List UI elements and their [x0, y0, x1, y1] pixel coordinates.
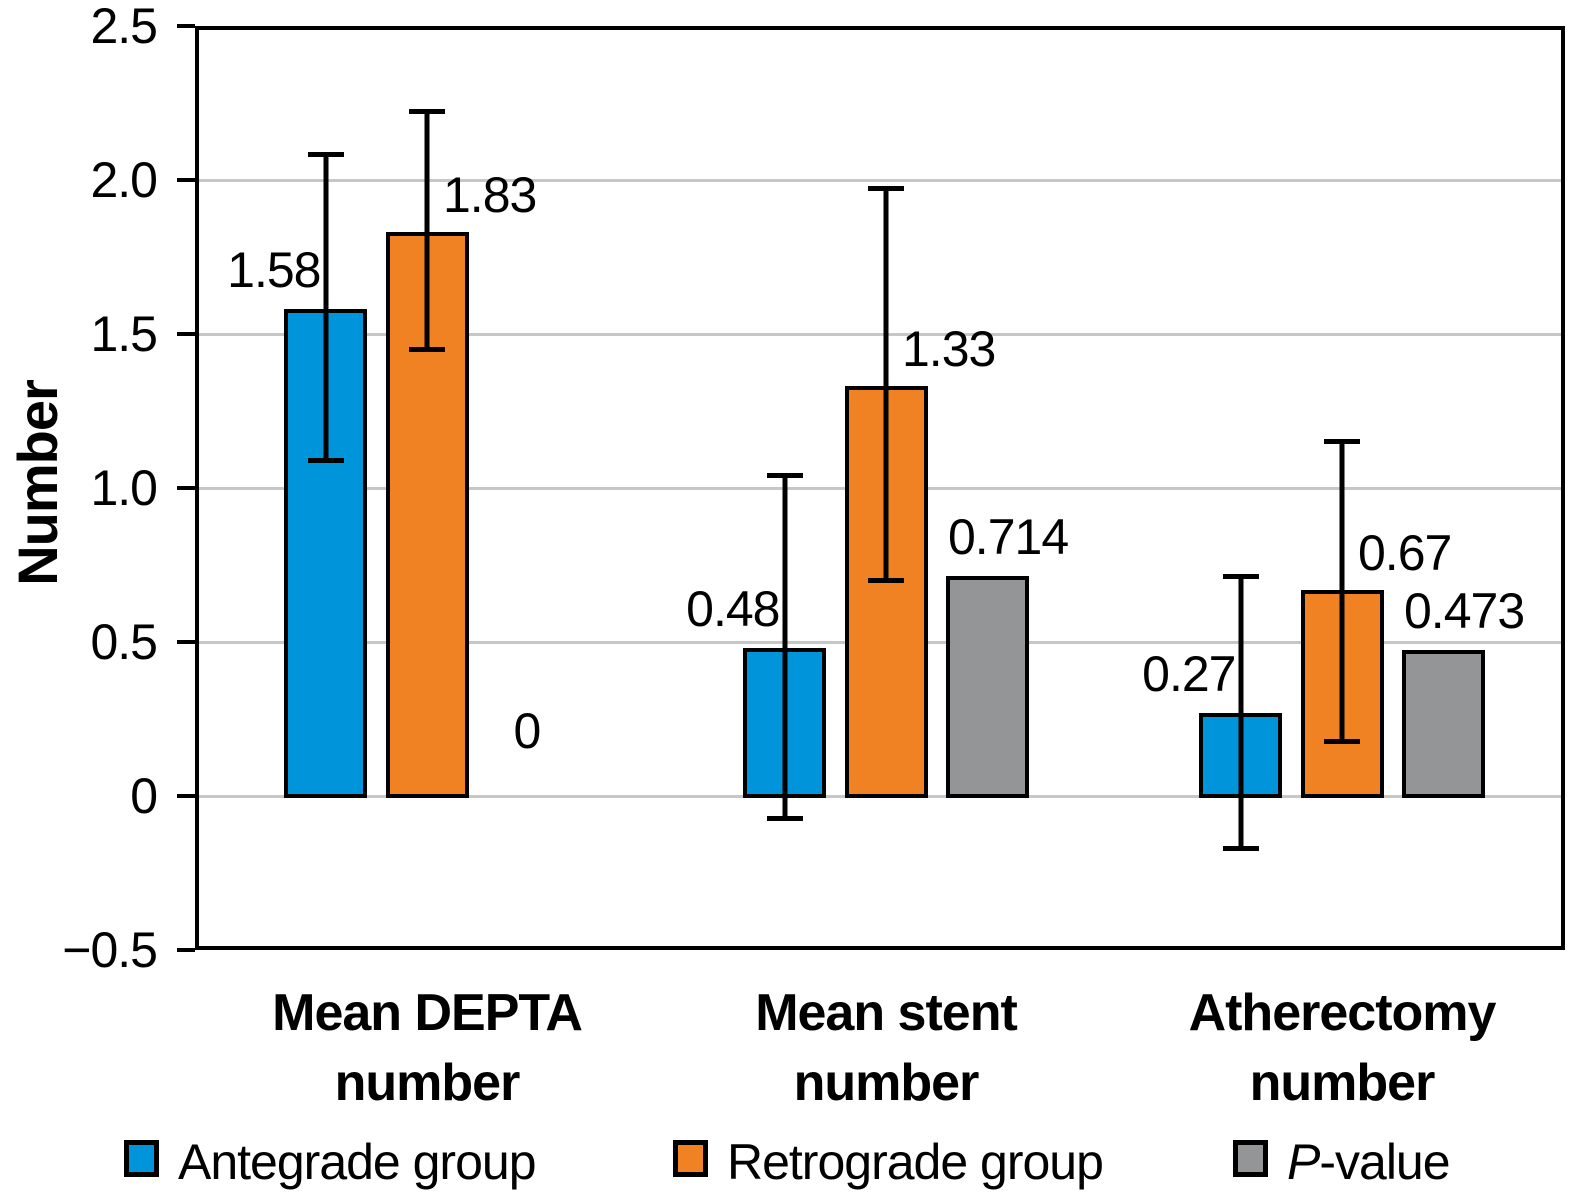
error-bar	[307, 152, 344, 464]
error-bar-stem	[782, 472, 787, 821]
error-bar	[1222, 574, 1259, 852]
y-axis-tick-2.5	[177, 24, 195, 28]
category-label-line: Mean stent	[755, 984, 1018, 1042]
gridline-y-2	[199, 179, 1561, 182]
error-bar-stem	[424, 109, 430, 353]
category-label-line: number	[1249, 1054, 1436, 1112]
category-label-3: Atherectomy number	[1122, 978, 1562, 1118]
value-label: 0.48	[686, 581, 780, 638]
value-label: 0.473	[1404, 583, 1525, 640]
gridline-y-1.5	[199, 333, 1561, 336]
error-bar-cap-bottom	[307, 458, 344, 464]
error-bar-cap-top	[1324, 438, 1360, 444]
category-label-line: Mean DEPTA	[272, 984, 583, 1042]
value-label: 1.33	[902, 321, 996, 378]
legend-swatch-2	[673, 1140, 708, 1177]
y-axis-tick-0.5	[177, 640, 195, 644]
category-label-2: Mean stent number	[666, 978, 1106, 1118]
error-bar-cap-bottom	[1324, 738, 1360, 744]
error-bar	[766, 472, 803, 821]
category-label-line: Atherectomy	[1188, 984, 1497, 1042]
legend-swatch-1	[124, 1140, 159, 1177]
error-bar	[409, 109, 445, 353]
value-label: 0	[513, 703, 542, 759]
value-label: 1.83	[443, 167, 537, 224]
legend-label-3: P-value	[1287, 1134, 1451, 1190]
legend-label-text: P	[1287, 1134, 1320, 1190]
error-bar-cap-top	[1222, 574, 1259, 580]
legend-swatch-3	[1233, 1140, 1268, 1177]
error-bar-stem	[883, 186, 889, 584]
error-bar-cap-top	[409, 109, 445, 115]
error-bar-cap-top	[868, 186, 904, 192]
y-axis-tick-label: 2.5	[90, 0, 158, 54]
y-axis-tick-1.5	[177, 332, 195, 336]
error-bar-cap-bottom	[1222, 846, 1259, 852]
legend-label-text: Retrograde group	[727, 1134, 1104, 1190]
y-axis-tick-label: −0.5	[62, 922, 158, 978]
value-label: 1.58	[227, 242, 321, 299]
legend-label-2: Retrograde group	[727, 1134, 1104, 1190]
bar-p-value-cat3	[1402, 650, 1485, 798]
error-bar-stem	[1339, 438, 1345, 744]
error-bar	[1324, 438, 1360, 744]
value-label: 0.27	[1142, 645, 1236, 702]
error-bar-stem	[1238, 574, 1243, 852]
y-axis-tick-label: 1.0	[90, 460, 158, 516]
error-bar-cap-bottom	[766, 815, 803, 821]
error-bar-cap-top	[307, 152, 344, 158]
error-bar-stem	[323, 152, 328, 464]
legend-label-text: -value	[1319, 1134, 1450, 1190]
y-axis-tick-label: 1.5	[90, 306, 158, 362]
y-axis-tick-label: 2.0	[90, 152, 158, 208]
y-axis-tick-2	[177, 178, 195, 182]
category-label-line: number	[793, 1054, 980, 1112]
value-label: 0.714	[948, 509, 1069, 566]
y-axis-tick-1	[177, 486, 195, 490]
error-bar-cap-top	[766, 472, 803, 478]
error-bar-cap-bottom	[409, 347, 445, 353]
category-label-line: number	[334, 1054, 521, 1112]
y-axis-tick-0	[177, 794, 195, 798]
category-label-1: Mean DEPTA number	[207, 978, 647, 1118]
legend-label-1: Antegrade group	[178, 1134, 537, 1190]
y-axis-tick-label: 0.5	[90, 614, 158, 670]
y-axis-tick--0.5	[177, 948, 195, 952]
bar-p-value-cat2	[946, 576, 1029, 798]
value-label: 0.67	[1358, 524, 1452, 581]
legend-label-text: Antegrade group	[178, 1134, 537, 1190]
error-bar-cap-bottom	[868, 578, 904, 584]
error-bar	[868, 186, 904, 584]
y-axis-tick-label: 0	[130, 768, 158, 824]
